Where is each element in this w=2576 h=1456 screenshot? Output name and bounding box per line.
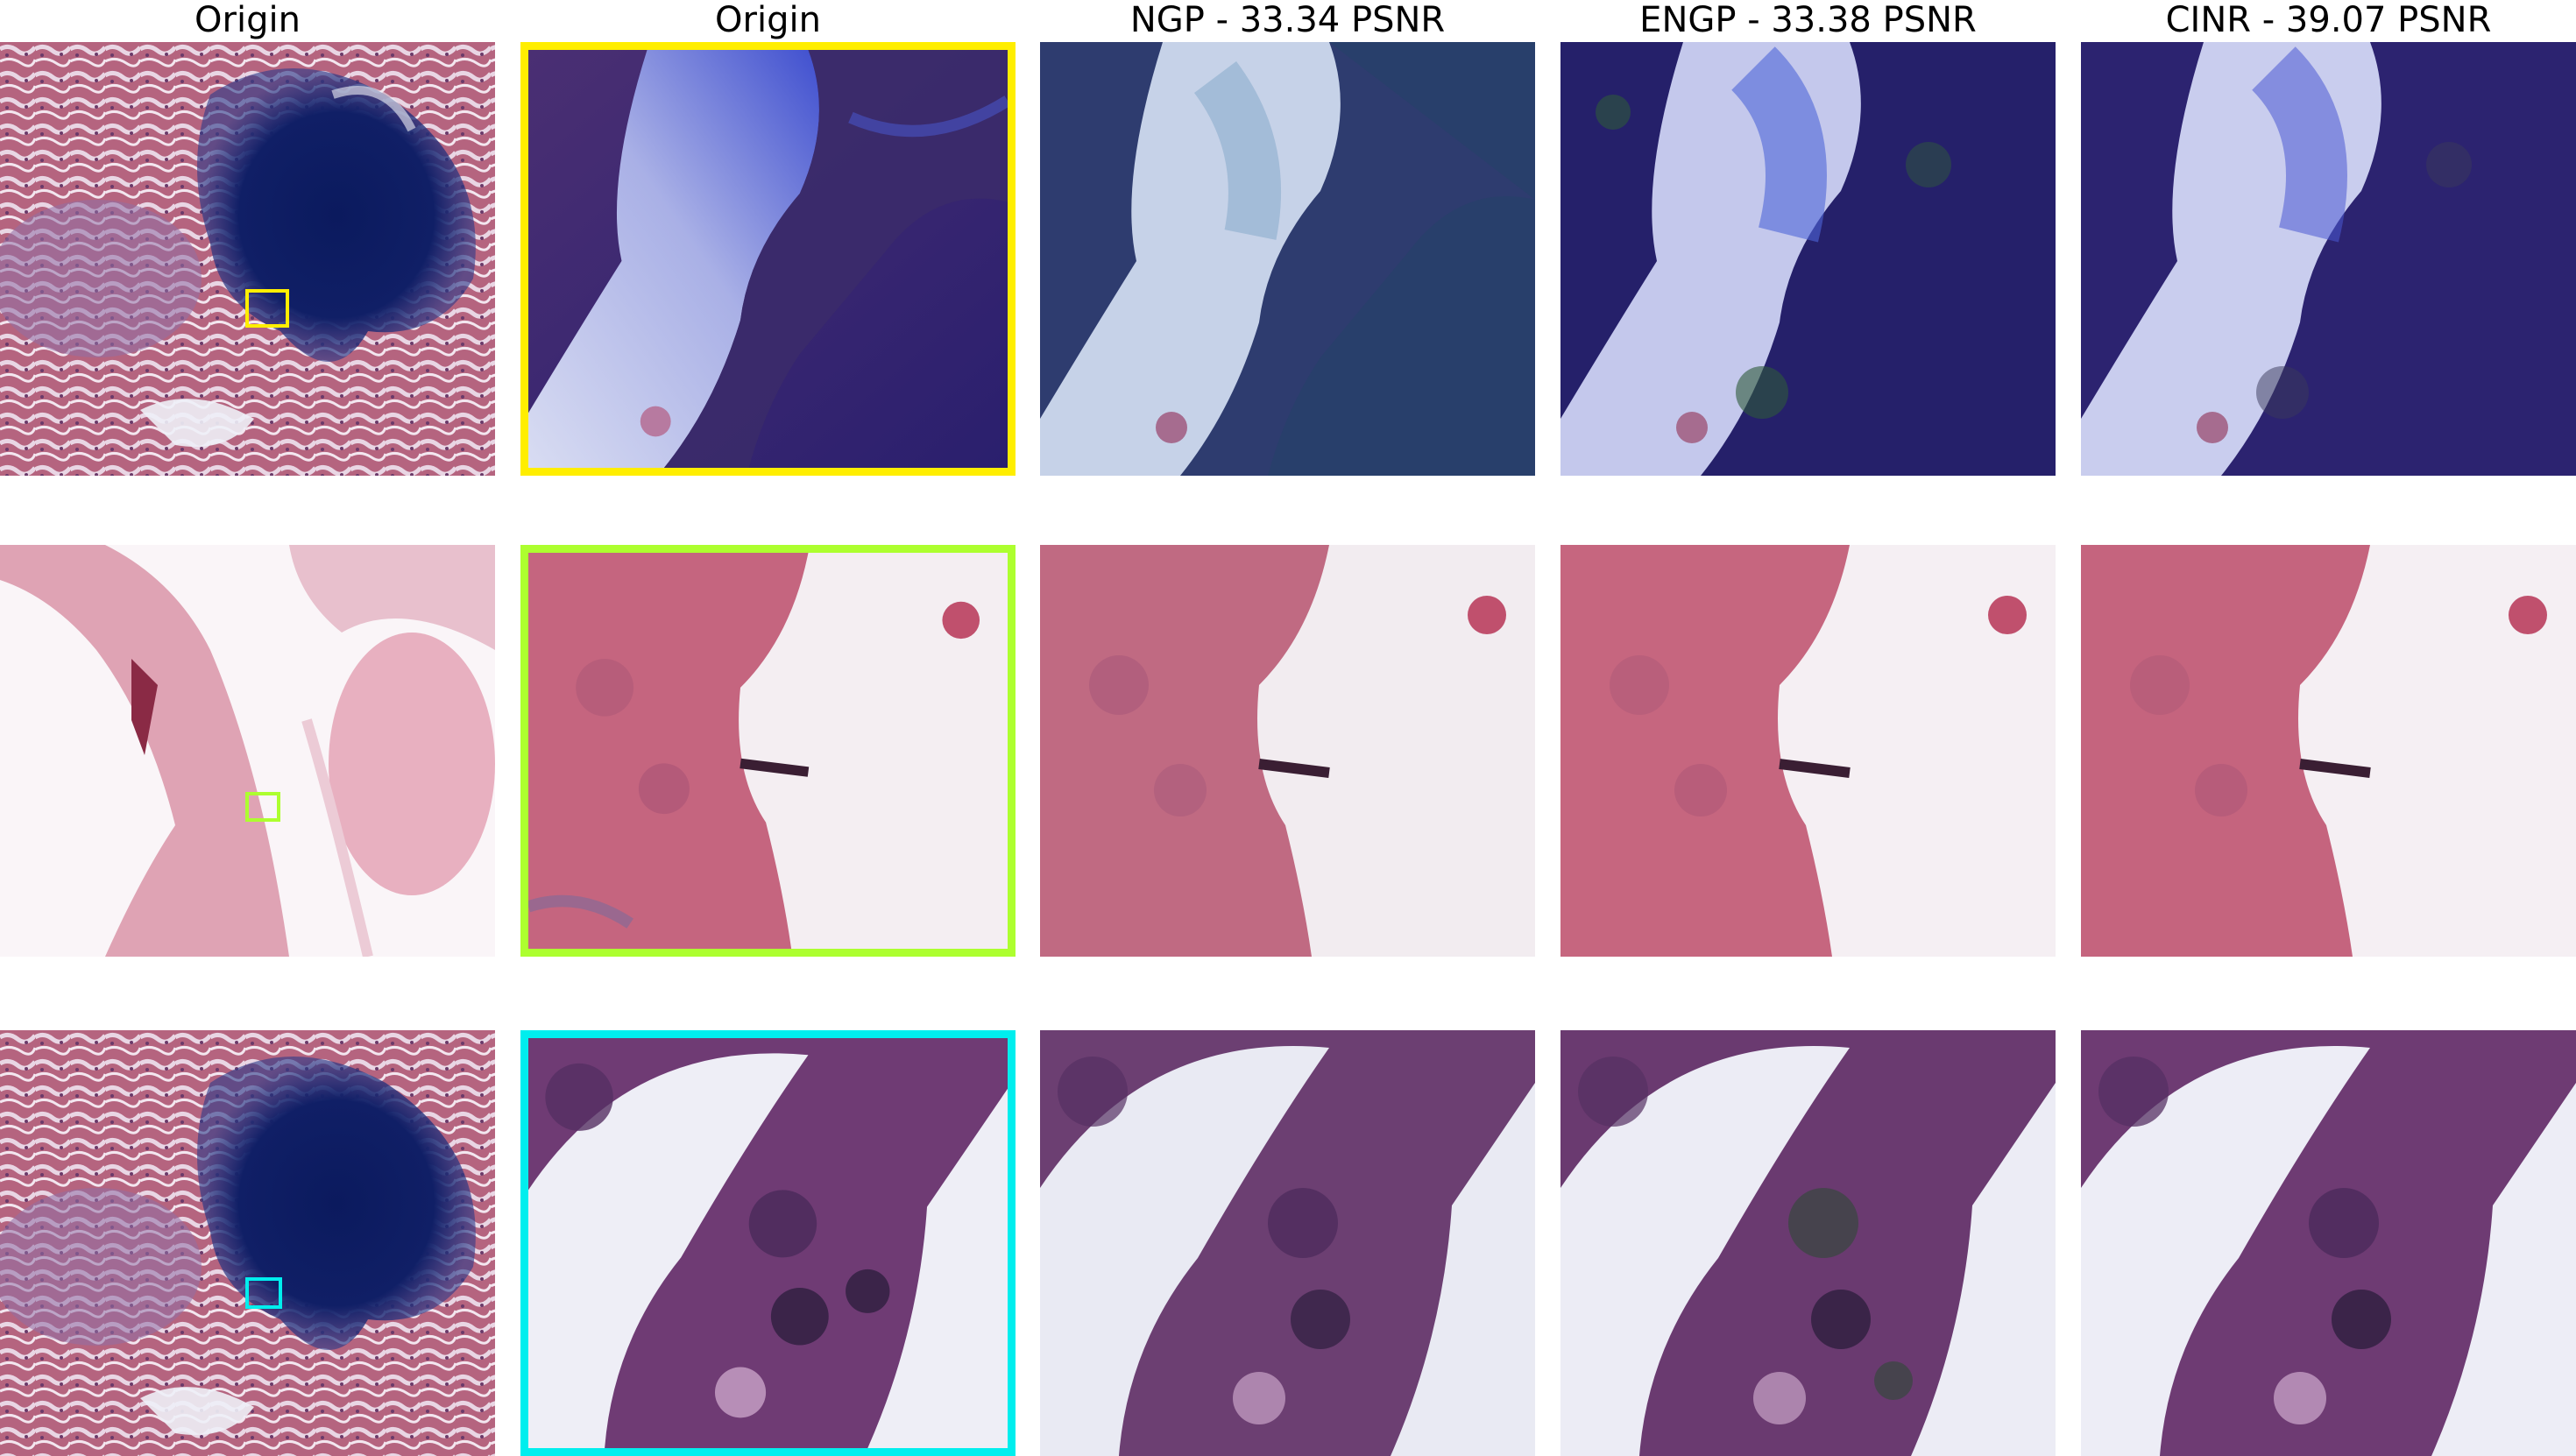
row1-origin-crop — [520, 42, 1016, 476]
row1-ngp-image — [1040, 42, 1535, 476]
col-title-origin-full: Origin — [195, 0, 301, 40]
row1-full-image — [0, 42, 495, 476]
row2-roi-box — [245, 792, 280, 822]
row3-full-image — [0, 1030, 495, 1456]
col-title-origin-crop: Origin — [715, 0, 821, 40]
row1-engp-image — [1560, 42, 2056, 476]
col-title-engp: ENGP - 33.38 PSNR — [1639, 0, 1977, 40]
row1-roi-box — [245, 289, 289, 328]
row1-cinr-image — [2081, 42, 2576, 476]
col-title-cinr: CINR - 39.07 PSNR — [2165, 0, 2492, 40]
row3-roi-box — [245, 1277, 282, 1309]
row3-ngp-image — [1040, 1030, 1535, 1456]
row2-ngp-image — [1040, 545, 1535, 957]
row2-full-image — [0, 545, 495, 957]
row2-engp-image — [1560, 545, 2056, 957]
col-title-ngp: NGP - 33.34 PSNR — [1129, 0, 1446, 40]
row3-engp-image — [1560, 1030, 2056, 1456]
row3-cinr-image — [2081, 1030, 2576, 1456]
row2-origin-crop — [520, 545, 1016, 957]
row2-cinr-image — [2081, 545, 2576, 957]
row3-origin-crop — [520, 1030, 1016, 1456]
